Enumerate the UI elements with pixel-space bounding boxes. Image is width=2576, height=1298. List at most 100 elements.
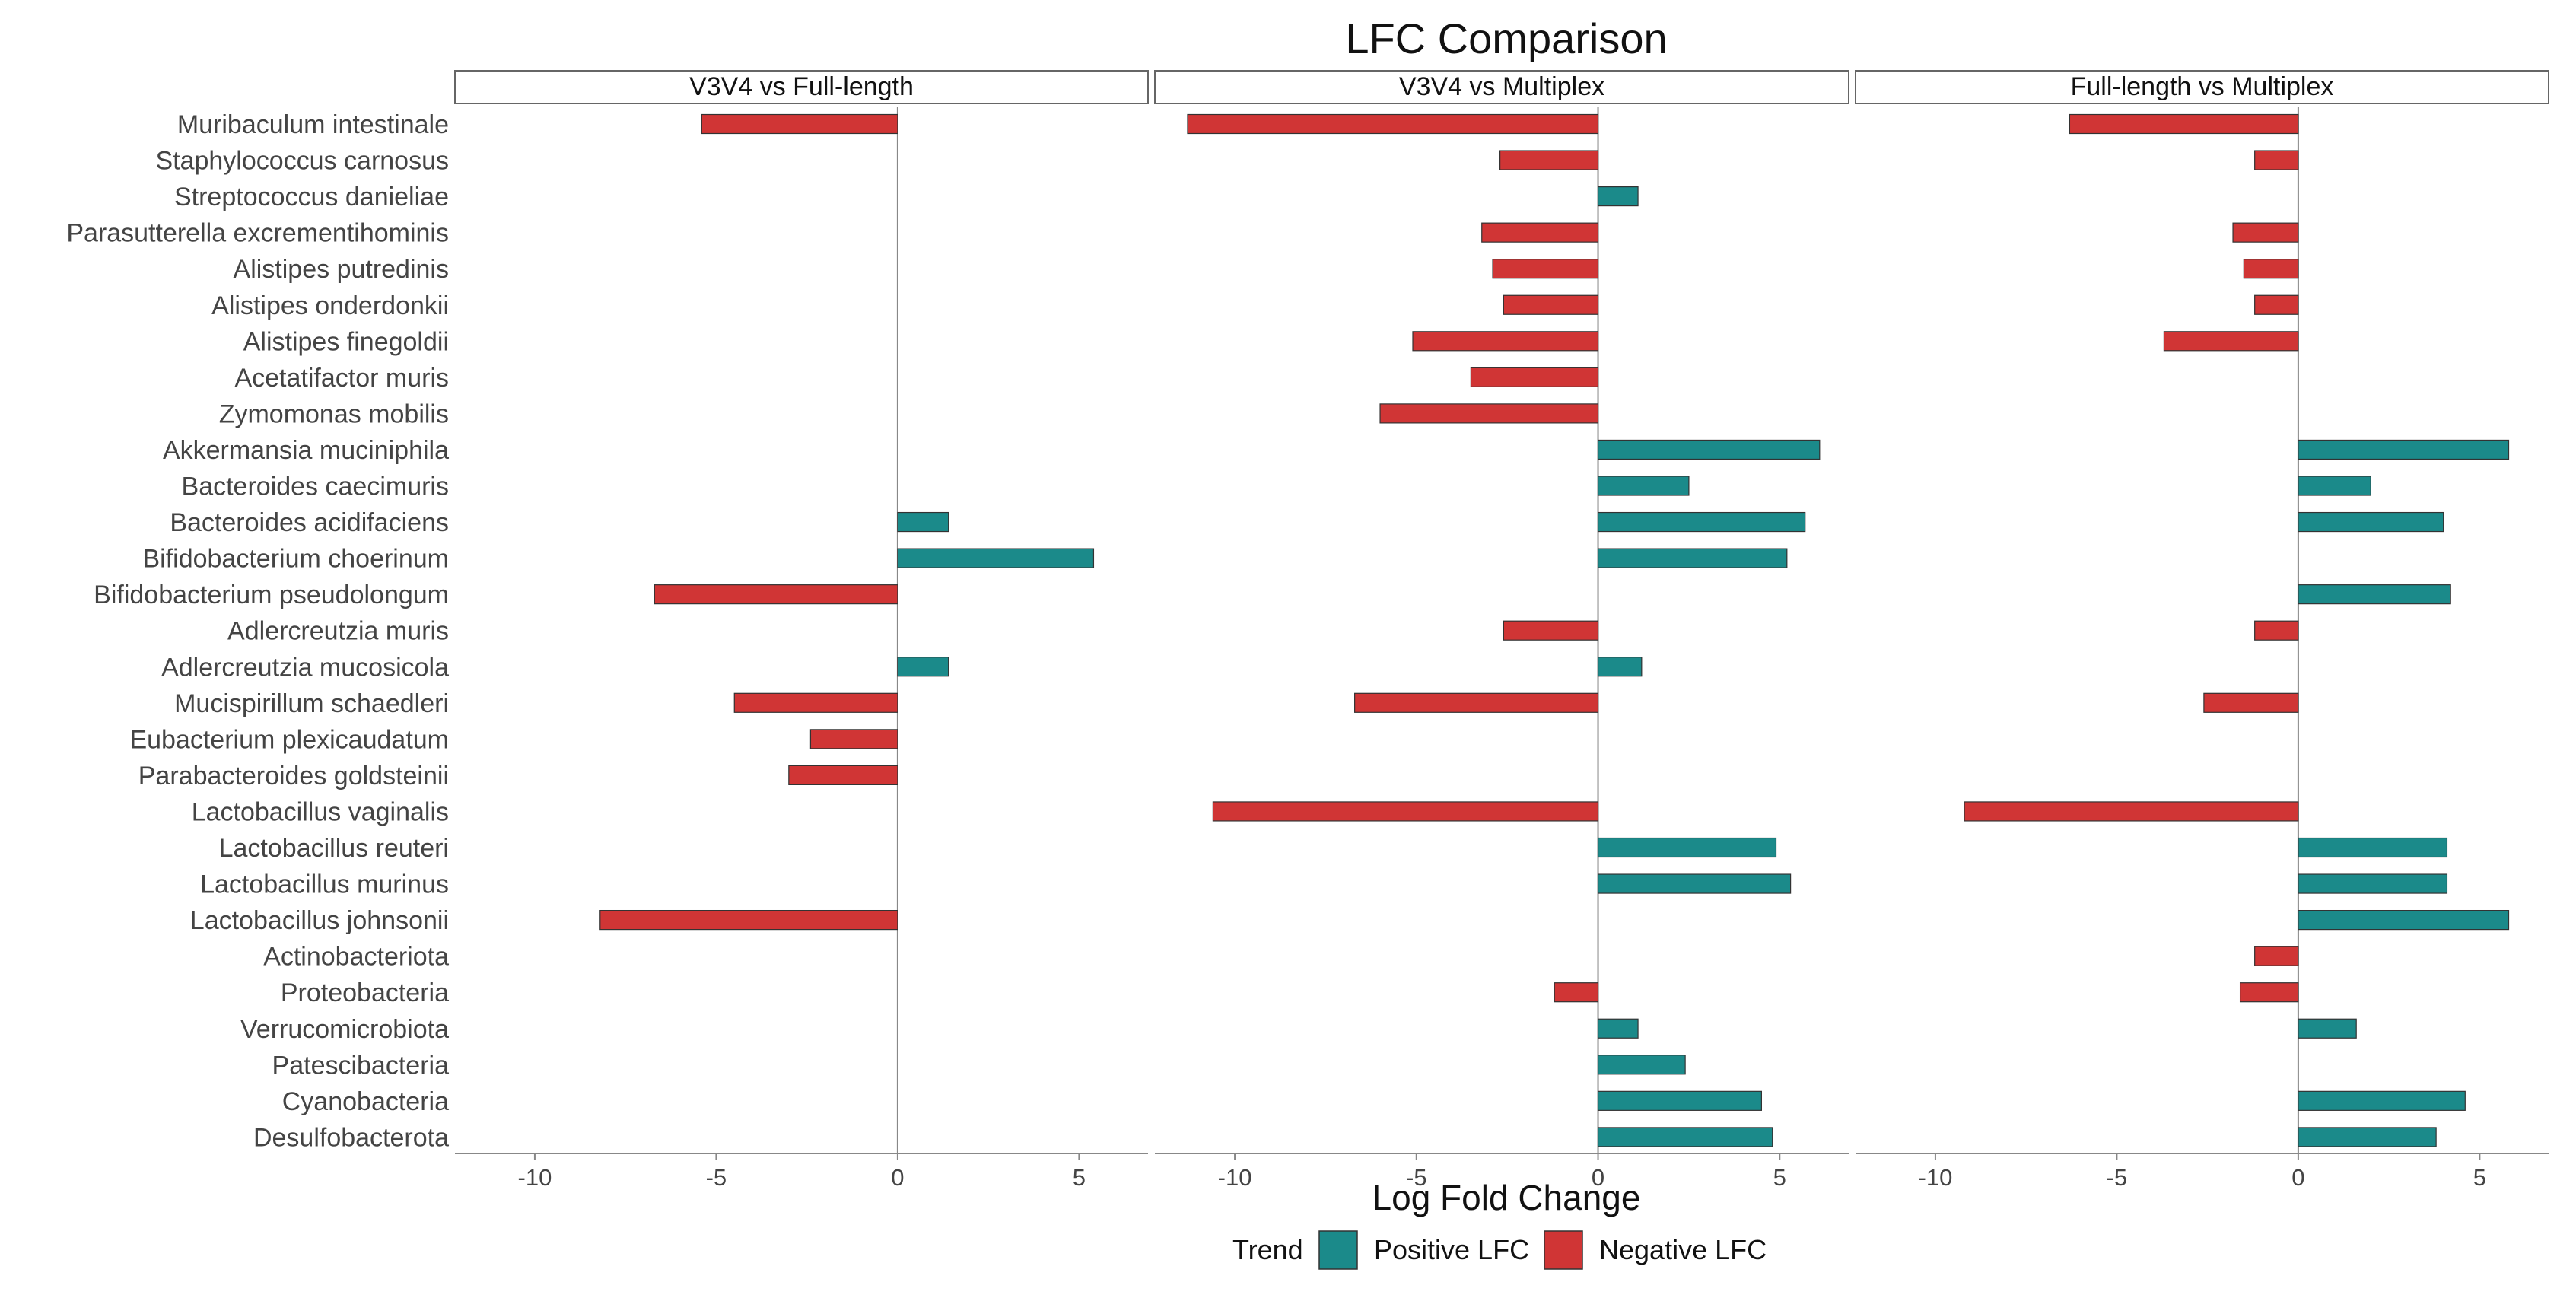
y-tick-label: Parabacteroides goldsteinii <box>138 762 449 791</box>
bar-positive <box>1597 1127 1773 1147</box>
facet-panel: Full-length vs Multiplex -10 -5 0 5 <box>1855 70 2549 1191</box>
legend-title: Trend <box>1232 1234 1303 1265</box>
bar-negative <box>2254 150 2299 170</box>
y-tick-label: Actinobacteriota <box>263 943 449 972</box>
bar-positive <box>1597 873 1792 894</box>
bar-negative <box>2254 620 2299 641</box>
facet-strip-label: V3V4 vs Multiplex <box>1399 72 1604 101</box>
bar-negative <box>1187 113 1599 135</box>
bar-positive <box>2298 476 2371 496</box>
legend-label-positive: Positive LFC <box>1374 1234 1529 1265</box>
x-tick-label: 0 <box>891 1164 904 1191</box>
bar-negative <box>1503 620 1599 641</box>
y-tick-label: Lactobacillus murinus <box>200 870 449 899</box>
x-tick-label: -5 <box>706 1164 727 1191</box>
y-tick-label: Lactobacillus vaginalis <box>192 797 449 826</box>
bar-negative <box>809 729 898 749</box>
bar-negative <box>2243 259 2299 279</box>
y-tick-label: Akkermansia muciniphila <box>163 436 449 465</box>
x-axis-title: Log Fold Change <box>1372 1178 1641 1217</box>
bar-negative <box>1379 403 1599 424</box>
facet-strip <box>1154 70 1849 104</box>
bar-positive <box>2298 584 2451 605</box>
bar-positive <box>2298 1018 2357 1039</box>
bar-positive <box>897 548 1095 568</box>
bar-positive <box>1597 1055 1686 1075</box>
legend-label-negative: Negative LFC <box>1599 1234 1767 1265</box>
y-tick-label: Muribaculum intestinale <box>177 110 449 139</box>
x-tick-label: -5 <box>1406 1164 1427 1191</box>
bar-positive <box>1597 837 1777 858</box>
bar-negative <box>2254 294 2299 315</box>
bar-negative <box>2254 946 2299 966</box>
y-tick-label: Mucispirillum schaedleri <box>174 689 449 718</box>
y-tick-label: Lactobacillus reuteri <box>219 834 449 863</box>
bar-positive <box>2298 837 2448 858</box>
facet-panel: V3V4 vs Multiplex -10 -5 0 5 <box>1154 70 1849 1191</box>
bar-positive <box>2298 1127 2437 1147</box>
bar-positive <box>1597 511 1806 533</box>
bar-positive <box>1597 186 1639 207</box>
facet-strip <box>1855 70 2549 104</box>
facet-strip-label: V3V4 vs Full-length <box>689 72 914 101</box>
bar-negative <box>1354 692 1599 713</box>
bar-positive <box>2298 439 2510 460</box>
bar-negative <box>1503 294 1599 315</box>
facet-panels: V3V4 vs Full-length -10 -5 0 5 V3V4 vs Multip… <box>454 70 2549 1191</box>
y-tick-label: Proteobacteria <box>281 978 449 1007</box>
bar-positive <box>897 657 949 677</box>
bar-positive <box>1597 657 1643 677</box>
legend-swatch-negative <box>1544 1230 1583 1270</box>
bar-positive <box>1597 476 1690 496</box>
y-tick-label: Alistipes finegoldii <box>243 327 449 356</box>
bar-negative <box>1470 367 1599 387</box>
y-tick-label: Staphylococcus carnosus <box>155 147 449 176</box>
bar-positive <box>2298 1090 2466 1111</box>
y-tick-label: Bacteroides acidifaciens <box>170 508 449 537</box>
bar-positive <box>1597 439 1821 460</box>
y-tick-label: Bifidobacterium choerinum <box>142 545 449 574</box>
y-tick-label: Streptococcus danieliae <box>174 183 449 212</box>
x-tick-label: -10 <box>1218 1164 1252 1191</box>
y-tick-label: Bifidobacterium pseudolongum <box>94 581 449 609</box>
y-tick-label: Bacteroides caecimuris <box>182 472 449 501</box>
y-tick-label: Adlercreutzia muris <box>227 617 449 646</box>
bar-positive <box>2298 909 2510 931</box>
bar-negative <box>788 765 898 786</box>
bar-negative <box>1554 982 1599 1003</box>
y-tick-label: Acetatifactor muris <box>234 364 449 393</box>
y-tick-label: Patescibacteria <box>272 1051 450 1080</box>
bar-negative <box>1412 331 1599 352</box>
x-tick-label: 5 <box>2473 1164 2486 1191</box>
bar-positive <box>1597 1090 1763 1111</box>
x-tick-label: 5 <box>1773 1164 1786 1191</box>
bar-negative <box>701 113 898 135</box>
x-tick-label: 5 <box>1073 1164 1086 1191</box>
bar-positive <box>1597 548 1788 568</box>
y-tick-label: Lactobacillus johnsonii <box>190 906 449 935</box>
bar-negative <box>1499 150 1599 170</box>
bar-negative <box>2163 331 2299 352</box>
legend: Trend Positive LFC Negative LFC <box>1232 1230 1767 1270</box>
y-tick-label: Cyanobacteria <box>282 1087 449 1116</box>
y-tick-label: Adlercreutzia mucosicola <box>161 653 449 682</box>
x-tick-label: -10 <box>1919 1164 1953 1191</box>
y-tick-label: Desulfobacterota <box>253 1123 449 1152</box>
bar-negative <box>733 692 898 713</box>
x-tick-label: -10 <box>518 1164 552 1191</box>
y-tick-label: Eubacterium plexicaudatum <box>129 725 449 754</box>
bar-positive <box>2298 873 2448 894</box>
facet-strip <box>454 70 1149 104</box>
facet-strip-label: Full-length vs Multiplex <box>2071 72 2334 101</box>
legend-swatch-positive <box>1318 1230 1358 1270</box>
bar-negative <box>2203 692 2299 713</box>
bar-negative <box>1492 259 1599 279</box>
bar-negative <box>599 909 898 931</box>
y-tick-label: Zymomonas mobilis <box>219 399 449 428</box>
chart-title: LFC Comparison <box>1345 14 1667 62</box>
y-tick-label: Verrucomicrobiota <box>240 1015 449 1044</box>
facet-panel: V3V4 vs Full-length -10 -5 0 5 <box>454 70 1149 1191</box>
bar-negative <box>2232 222 2299 243</box>
y-tick-label: Alistipes onderdonkii <box>211 291 449 320</box>
bar-negative <box>2239 982 2299 1003</box>
